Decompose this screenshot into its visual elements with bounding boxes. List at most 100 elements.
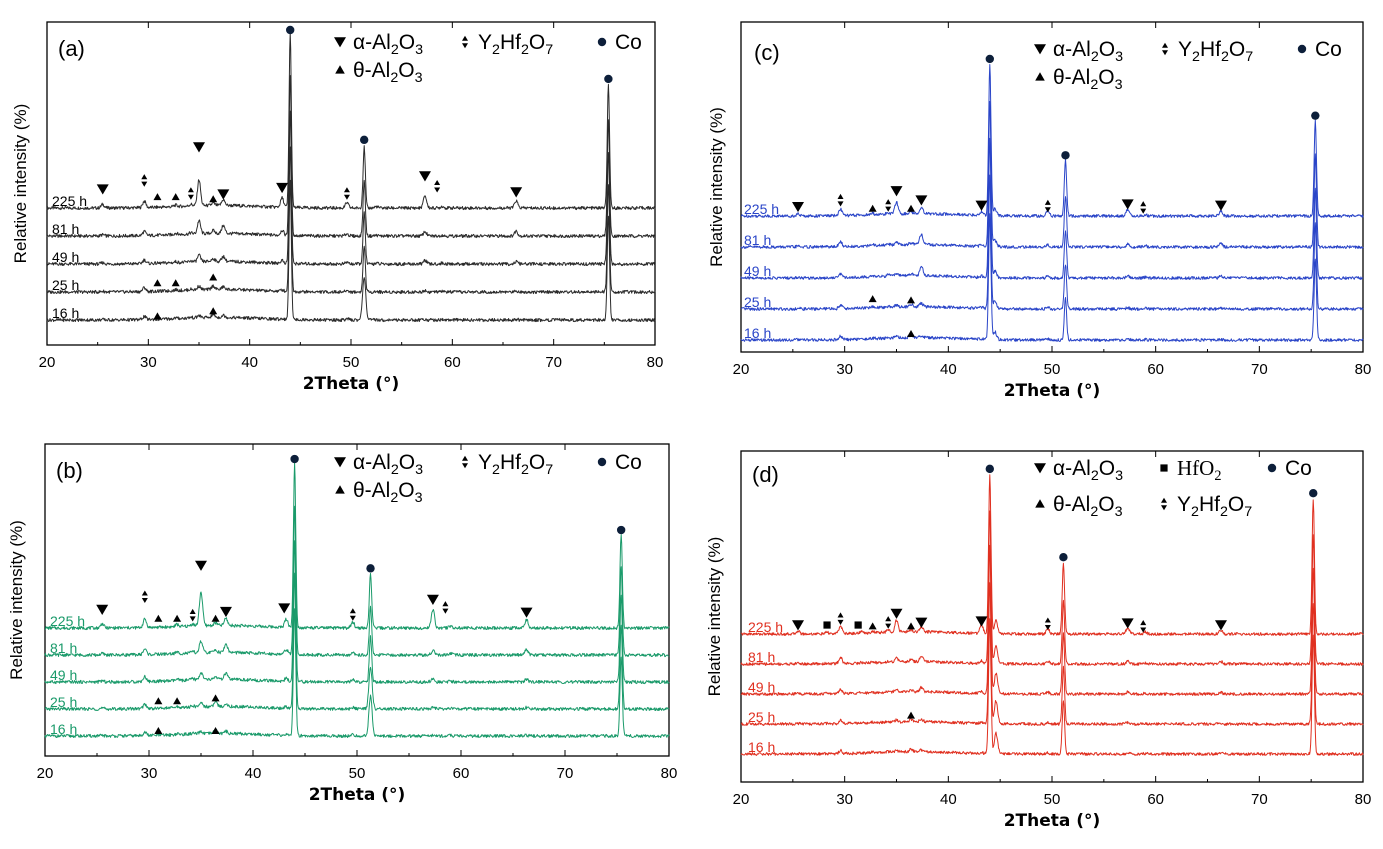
legend-symbol-theta <box>1035 72 1045 81</box>
series-line-49h <box>44 540 670 685</box>
legend-label: Y2​Hf2​O7​ <box>1177 493 1252 520</box>
peak-marker-theta <box>907 330 916 338</box>
legend-symbol-alpha <box>1034 463 1046 474</box>
legend-symbol-alpha <box>334 37 346 48</box>
peak-marker-theta <box>153 193 162 201</box>
peak-marker-co <box>1311 111 1320 120</box>
x-tick-label: 20 <box>37 765 54 782</box>
x-tick-label: 80 <box>647 354 664 371</box>
legend-symbol-theta <box>1035 499 1045 508</box>
series-line-16h <box>46 179 656 323</box>
legend-symbol-co <box>597 37 607 47</box>
peak-marker-alpha <box>890 186 903 197</box>
series-line-25h <box>44 572 670 711</box>
peak-marker-y2hf2o7 <box>885 616 892 629</box>
peak-marker-alpha <box>1121 199 1134 210</box>
peak-marker-theta <box>868 204 877 212</box>
legend-label: α-Al2​O3​ <box>1053 457 1123 484</box>
legend-label: Y2​Hf2​O7​ <box>1178 38 1253 65</box>
peak-marker-alpha <box>1214 200 1227 211</box>
peak-marker-alpha <box>418 171 431 182</box>
x-tick-label: 60 <box>453 765 470 782</box>
peak-marker-co <box>985 54 994 64</box>
peak-marker-alpha <box>278 603 291 614</box>
peak-marker-y2hf2o7 <box>187 187 194 200</box>
peak-marker-hfo2 <box>823 621 831 629</box>
peak-marker-theta <box>907 296 916 304</box>
peak-marker-y2hf2o7 <box>1140 620 1147 633</box>
peak-marker-theta <box>868 295 877 303</box>
peak-marker-co <box>985 464 994 474</box>
y-axis-label: Relative intensity (%) <box>707 107 726 267</box>
series-line-49h <box>740 544 1364 696</box>
series-label: 81 h <box>748 649 775 665</box>
x-axis-label: 2Theta (°) <box>1004 811 1101 831</box>
peak-marker-alpha <box>1121 618 1134 629</box>
peak-marker-y2hf2o7 <box>1044 199 1051 213</box>
peak-marker-alpha <box>915 195 928 206</box>
legend-symbol-co <box>1297 44 1307 54</box>
x-tick-label: 70 <box>1251 361 1268 378</box>
panel-label: (a) <box>58 36 85 61</box>
series-label: 25 h <box>52 277 79 293</box>
series-label: 81 h <box>744 232 771 248</box>
series-line-225h <box>46 32 656 211</box>
peak-marker-co <box>290 454 299 464</box>
peak-marker-co <box>604 74 613 84</box>
legend-label: Co <box>615 31 642 54</box>
peak-marker-theta <box>154 614 163 622</box>
series-label: 49 h <box>748 679 775 695</box>
series-line-81h <box>740 510 1364 666</box>
x-tick-label: 70 <box>557 765 574 782</box>
legend-symbol-alpha <box>1034 44 1046 55</box>
peak-marker-alpha <box>915 617 928 628</box>
peak-marker-theta <box>209 273 218 281</box>
series-line-25h <box>740 174 1364 311</box>
x-tick-label: 80 <box>661 765 678 782</box>
peak-marker-alpha <box>520 607 533 618</box>
peak-marker-theta <box>153 279 162 287</box>
series-line-49h <box>740 137 1364 280</box>
peak-marker-alpha <box>890 608 903 619</box>
legend-symbol-y2hf2o7 <box>462 35 468 49</box>
legend-symbol-y2hf2o7 <box>1162 42 1168 56</box>
peak-marker-y2hf2o7 <box>141 590 148 604</box>
legend-label: Co <box>1285 457 1312 480</box>
series-line-225h <box>740 474 1364 636</box>
peak-marker-alpha <box>510 187 523 198</box>
series-label: 16 h <box>50 721 77 737</box>
legend-label: α-Al2​O3​ <box>353 31 423 58</box>
x-tick-label: 50 <box>1044 361 1061 378</box>
x-tick-label: 40 <box>940 361 957 378</box>
series-label: 49 h <box>744 263 771 279</box>
series-label: 16 h <box>748 739 775 755</box>
x-tick-label: 20 <box>39 354 56 371</box>
series-label: 225 h <box>50 613 85 629</box>
x-tick-label: 30 <box>141 765 158 782</box>
peak-marker-hfo2 <box>854 621 862 629</box>
series-label: 25 h <box>748 709 775 725</box>
peak-marker-y2hf2o7 <box>442 601 449 614</box>
peak-marker-co <box>366 564 375 573</box>
peak-marker-y2hf2o7 <box>189 608 196 622</box>
peak-marker-y2hf2o7 <box>141 174 148 187</box>
peak-marker-alpha <box>217 189 230 200</box>
x-tick-label: 30 <box>836 361 853 378</box>
x-tick-label: 80 <box>1355 791 1372 808</box>
legend-label: HfO2​ <box>1177 456 1221 484</box>
peak-marker-y2hf2o7 <box>1044 617 1051 631</box>
legend-label: Co <box>615 451 642 474</box>
peak-marker-theta <box>171 193 180 201</box>
peak-marker-theta <box>173 614 182 622</box>
series-label: 225 h <box>744 201 779 217</box>
series-label: 225 h <box>748 619 783 635</box>
peak-marker-y2hf2o7 <box>885 199 892 212</box>
peak-marker-co <box>1309 489 1318 498</box>
peak-marker-y2hf2o7 <box>837 193 844 207</box>
panel-label: (c) <box>754 40 780 65</box>
peak-marker-alpha <box>792 201 805 213</box>
x-tick-label: 60 <box>1147 791 1164 808</box>
peak-marker-y2hf2o7 <box>1140 201 1147 214</box>
x-tick-label: 50 <box>1044 791 1061 808</box>
x-tick-label: 80 <box>1355 361 1372 378</box>
